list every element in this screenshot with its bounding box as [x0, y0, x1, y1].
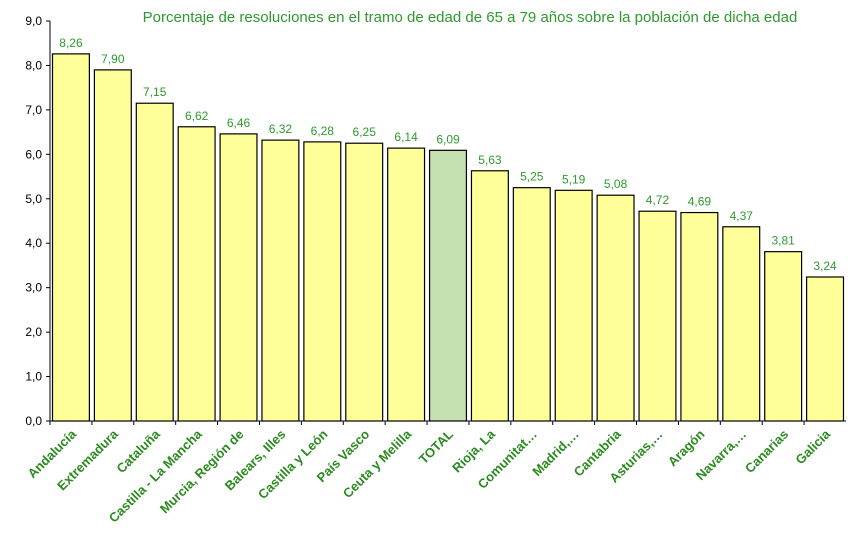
bar	[806, 276, 845, 422]
value-label: 6,14	[394, 130, 418, 144]
bar	[512, 187, 551, 422]
bar	[387, 147, 426, 422]
value-label: 3,24	[813, 259, 837, 273]
bar	[428, 149, 468, 422]
value-label: 6,46	[227, 116, 251, 130]
y-tick-label: 2,0	[25, 325, 42, 339]
bar	[764, 251, 803, 422]
y-tick-label: 3,0	[25, 281, 42, 295]
y-tick-label: 0,0	[25, 414, 42, 428]
value-label: 5,25	[520, 170, 544, 184]
bar	[177, 126, 216, 422]
y-tick-label: 1,0	[25, 370, 42, 384]
bar	[93, 69, 132, 422]
bar	[554, 189, 593, 422]
bar	[638, 210, 677, 422]
value-label: 5,63	[478, 153, 502, 167]
value-label: 7,15	[143, 85, 167, 99]
value-label: 4,72	[646, 193, 670, 207]
value-label: 6,32	[269, 122, 293, 136]
x-tick-label: Galicia	[792, 426, 833, 467]
y-tick-label: 8,0	[25, 58, 42, 72]
bar	[680, 211, 719, 422]
bar	[219, 133, 258, 422]
value-label: 4,37	[730, 209, 754, 223]
x-tick-label: Canarias	[742, 427, 791, 476]
value-label: 6,62	[185, 109, 209, 123]
bar	[345, 142, 384, 422]
bar	[51, 53, 90, 422]
bar	[135, 102, 174, 422]
x-tick-label: TOTAL	[416, 426, 456, 466]
value-label: 6,25	[353, 125, 377, 139]
value-label: 5,08	[604, 177, 628, 191]
value-label: 6,28	[311, 124, 335, 138]
bar	[261, 139, 300, 422]
y-tick-label: 4,0	[25, 236, 42, 250]
bar	[596, 194, 635, 422]
y-tick-label: 9,0	[25, 14, 42, 28]
bar	[722, 226, 761, 422]
value-label: 6,09	[436, 132, 460, 146]
bar	[303, 141, 342, 422]
y-tick-label: 6,0	[25, 147, 42, 161]
value-label: 3,81	[771, 234, 795, 248]
y-tick-label: 7,0	[25, 103, 42, 117]
chart-title: Porcentaje de resoluciones en el tramo d…	[142, 9, 798, 26]
value-label: 8,26	[59, 36, 83, 50]
value-label: 7,90	[101, 52, 125, 66]
value-label: 4,69	[688, 195, 712, 209]
value-label: 5,19	[562, 172, 586, 186]
y-tick-label: 5,0	[25, 192, 42, 206]
bar	[470, 170, 509, 422]
